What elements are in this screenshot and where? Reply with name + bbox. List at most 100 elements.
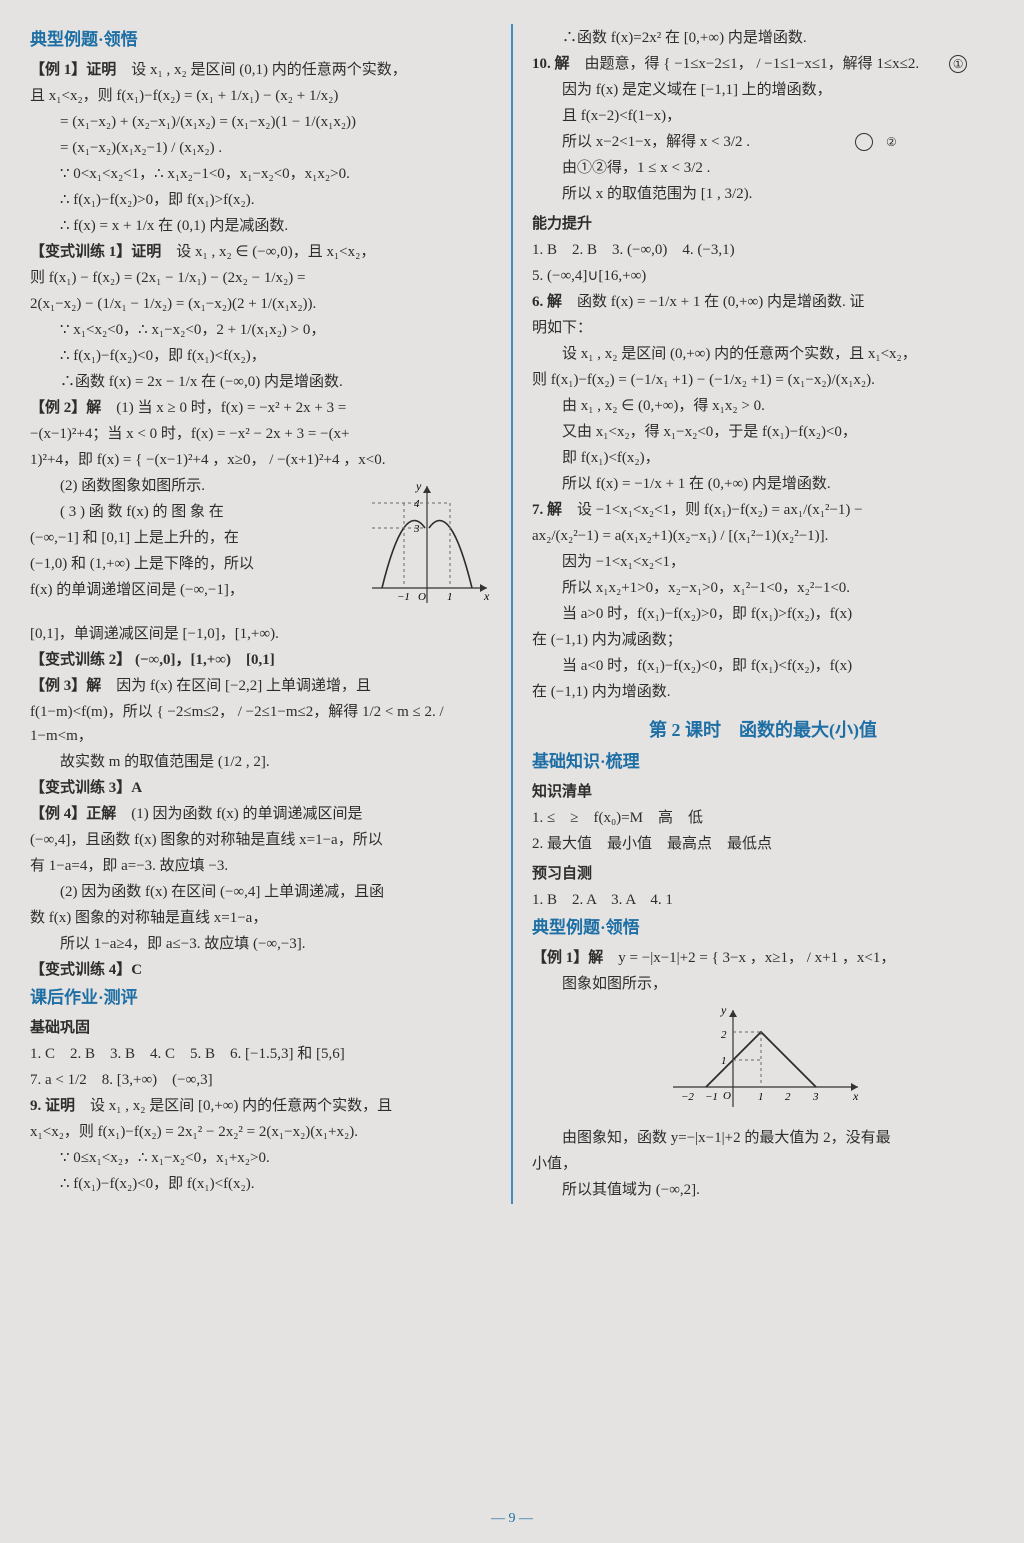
knowledge-line: 1. ≤ ≥ f(x₀)=M 高 低: [532, 806, 994, 830]
graph-absolute-value: x y O −2 −1 1 2 3 1 2: [532, 1002, 994, 1120]
svg-text:O: O: [723, 1090, 731, 1102]
example-4-text: (1) 因为函数 f(x) 的单调递减区间是: [131, 806, 362, 822]
svg-text:y: y: [720, 1003, 727, 1017]
variant-1-line: ∴ f(x₁)−f(x₂)<0，即 f(x₁)<f(x₂)，: [30, 344, 492, 368]
section-title-homework: 课后作业·测评: [30, 986, 492, 1010]
page-number: — 9 —: [0, 1511, 1024, 1527]
variant-1-label: 【变式训练 1】证明: [30, 244, 161, 260]
variant-1-line: 则 f(x₁) − f(x₂) = (2x₁ − 1/x₁) − (2x₂ − …: [30, 266, 492, 290]
knowledge-line: 2. 最大值 最小值 最高点 最低点: [532, 832, 994, 856]
q10-line: 且 f(x−2)<f(1−x)，: [532, 104, 994, 128]
q7-line: 在 (−1,1) 内为增函数.: [532, 680, 994, 704]
svg-text:4: 4: [414, 498, 420, 510]
example-2-text: (1) 当 x ≥ 0 时，f(x) = −x² + 2x + 3 =: [116, 400, 346, 416]
two-column-layout: 典型例题·领悟 【例 1】证明 设 x₁ , x₂ 是区间 (0,1) 内的任意…: [30, 24, 994, 1204]
subhead-preview: 预习自测: [532, 862, 994, 886]
q10-label: 10. 解: [532, 56, 570, 72]
example-3-label: 【例 3】解: [30, 678, 101, 694]
q10-line: 所以 x 的取值范围为 [1 , 3/2).: [532, 182, 994, 206]
right-column: ∴函数 f(x)=2x² 在 [0,+∞) 内是增函数. 10. 解 由题意，得…: [512, 24, 994, 1204]
q6-line: 即 f(x₁)<f(x₂)，: [532, 446, 994, 470]
variant-2: 【变式训练 2】 (−∞,0]，[1,+∞) [0,1]: [30, 648, 492, 672]
q7-label: 7. 解: [532, 502, 562, 518]
q9-line: ∵ 0≤x₁<x₂，∴ x₁−x₂<0，x₁+x₂>0.: [30, 1146, 492, 1170]
q10-line: 因为 f(x) 是定义域在 [−1,1] 上的增函数，: [532, 78, 994, 102]
example-2: 【例 2】解 (1) 当 x ≥ 0 时，f(x) = −x² + 2x + 3…: [30, 396, 492, 420]
variant-1: 【变式训练 1】证明 设 x₁ , x₂ ∈ (−∞,0)，且 x₁<x₂，: [30, 240, 492, 264]
q7-line: ax₂/(x₂²−1) = a(x₁x₂+1)(x₂−x₁) / [(x₁²−1…: [532, 524, 994, 548]
example-1-label: 【例 1】证明: [30, 62, 116, 78]
q7-line: 在 (−1,1) 内为减函数；: [532, 628, 994, 652]
example-4-line: (2) 因为函数 f(x) 在区间 (−∞,4] 上单调递减，且函: [30, 880, 492, 904]
question-9: 9. 证明 设 x₁ , x₂ 是区间 [0,+∞) 内的任意两个实数，且: [30, 1094, 492, 1118]
q7-text: 设 −1<x₁<x₂<1，则 f(x₁)−f(x₂) = ax₁/(x₁²−1)…: [577, 502, 863, 518]
ability-answers-2: 5. (−∞,4]∪[16,+∞): [532, 264, 994, 288]
example-1-text: 设 x₁ , x₂ 是区间 (0,1) 内的任意两个实数，: [131, 62, 406, 78]
example-1-line: = (x₁−x₂) + (x₂−x₁)/(x₁x₂) = (x₁−x₂)(1 −…: [30, 110, 492, 134]
svg-text:−2: −2: [681, 1091, 694, 1103]
section-title-basics: 基础知识·梳理: [532, 750, 994, 774]
q7-line: 当 a<0 时，f(x₁)−f(x₂)<0，即 f(x₁)<f(x₂)，f(x): [532, 654, 994, 678]
subhead-basics: 基础巩固: [30, 1016, 492, 1040]
r-example-1-label: 【例 1】解: [532, 950, 603, 966]
page: 典型例题·领悟 【例 1】证明 设 x₁ , x₂ 是区间 (0,1) 内的任意…: [0, 0, 1024, 1543]
variant-4: 【变式训练 4】C: [30, 958, 492, 982]
section-title-examples-2: 典型例题·领悟: [532, 916, 994, 940]
example-3-line: 故实数 m 的取值范围是 (1/2 , 2].: [30, 750, 492, 774]
variant-1-text: 设 x₁ , x₂ ∈ (−∞,0)，且 x₁<x₂，: [176, 244, 375, 260]
variant-1-line: ∴函数 f(x) = 2x − 1/x 在 (−∞,0) 内是增函数.: [30, 370, 492, 394]
example-1-line: ∴ f(x₁)−f(x₂)>0，即 f(x₁)>f(x₂).: [30, 188, 492, 212]
example-4-line: 数 f(x) 图象的对称轴是直线 x=1−a，: [30, 906, 492, 930]
question-7: 7. 解 设 −1<x₁<x₂<1，则 f(x₁)−f(x₂) = ax₁/(x…: [532, 498, 994, 522]
basics-answers-2: 7. a < 1/2 8. [3,+∞) (−∞,3]: [30, 1068, 492, 1092]
svg-text:−1: −1: [705, 1091, 718, 1103]
example-4-line: (−∞,4]，且函数 f(x) 图象的对称轴是直线 x=1−a，所以: [30, 828, 492, 852]
preview-answers: 1. B 2. A 3. A 4. 1: [532, 888, 994, 912]
example-2-line: −(x−1)²+4；当 x < 0 时，f(x) = −x² − 2x + 3 …: [30, 422, 492, 446]
q7-line: 当 a>0 时，f(x₁)−f(x₂)>0，即 f(x₁)>f(x₂)，f(x): [532, 602, 994, 626]
question-10: 10. 解 由题意，得 { −1≤x−2≤1， / −1≤1−x≤1，解得 1≤…: [532, 52, 994, 76]
svg-text:−1: −1: [397, 591, 410, 603]
q10-text: 由题意，得 { −1≤x−2≤1， / −1≤1−x≤1，解得 1≤x≤2.: [585, 56, 920, 72]
example-4-label: 【例 4】正解: [30, 806, 116, 822]
example-4-line: 所以 1−a≥4，即 a≤−3. 故应填 (−∞,−3].: [30, 932, 492, 956]
svg-text:O: O: [418, 591, 426, 603]
subhead-knowledge: 知识清单: [532, 780, 994, 804]
lesson-title: 第 2 课时 函数的最大(小)值: [532, 718, 994, 742]
svg-text:2: 2: [721, 1029, 727, 1041]
svg-text:x: x: [483, 589, 490, 603]
r-example-1-text: y = −|x−1|+2 = { 3−x ，x≥1， / x+1 ，x<1，: [618, 950, 895, 966]
example-4: 【例 4】正解 (1) 因为函数 f(x) 的单调递减区间是: [30, 802, 492, 826]
r-example-1-line: 由图象知，函数 y=−|x−1|+2 的最大值为 2，没有最: [532, 1126, 994, 1150]
example-1-line: ∵ 0<x₁<x₂<1，∴ x₁x₂−1<0，x₁−x₂<0，x₁x₂>0.: [30, 162, 492, 186]
svg-text:3: 3: [812, 1091, 819, 1103]
q6-line: 设 x₁ , x₂ 是区间 (0,+∞) 内的任意两个实数，且 x₁<x₂，: [532, 342, 994, 366]
r-example-1-line: 所以其值域为 (−∞,2].: [532, 1178, 994, 1202]
q6-line: 所以 f(x) = −1/x + 1 在 (0,+∞) 内是增函数.: [532, 472, 994, 496]
question-6: 6. 解 函数 f(x) = −1/x + 1 在 (0,+∞) 内是增函数. …: [532, 290, 994, 314]
example-4-line: 有 1−a=4，即 a=−3. 故应填 −3.: [30, 854, 492, 878]
svg-text:1: 1: [758, 1091, 764, 1103]
svg-text:x: x: [852, 1089, 859, 1103]
r-line: ∴函数 f(x)=2x² 在 [0,+∞) 内是增函数.: [532, 26, 994, 50]
svg-text:y: y: [415, 479, 422, 493]
example-1-line: 且 x₁<x₂，则 f(x₁)−f(x₂) = (x₁ + 1/x₁) − (x…: [30, 84, 492, 108]
left-column: 典型例题·领悟 【例 1】证明 设 x₁ , x₂ 是区间 (0,1) 内的任意…: [30, 24, 512, 1204]
q6-text: 函数 f(x) = −1/x + 1 在 (0,+∞) 内是增函数. 证: [577, 294, 864, 310]
q6-line: 则 f(x₁)−f(x₂) = (−1/x₁ +1) − (−1/x₂ +1) …: [532, 368, 994, 392]
r-example-1-line: 小值，: [532, 1152, 994, 1176]
q9-label: 9. 证明: [30, 1098, 75, 1114]
subhead-ability: 能力提升: [532, 212, 994, 236]
example-3-line: f(1−m)<f(m)，所以 { −2≤m≤2， / −2≤1−m≤2，解得 1…: [30, 700, 492, 748]
example-3: 【例 3】解 因为 f(x) 在区间 [−2,2] 上单调递增，且: [30, 674, 492, 698]
variant-3: 【变式训练 3】A: [30, 776, 492, 800]
variant-1-line: 2(x₁−x₂) − (1/x₁ − 1/x₂) = (x₁−x₂)(2 + 1…: [30, 292, 492, 316]
q7-line: 所以 x₁x₂+1>0，x₂−x₁>0，x₁²−1<0，x₂²−1<0.: [532, 576, 994, 600]
r-example-1-line: 图象如图所示，: [532, 972, 994, 996]
q9-line: x₁<x₂，则 f(x₁)−f(x₂) = 2x₁² − 2x₂² = 2(x₁…: [30, 1120, 492, 1144]
q6-label: 6. 解: [532, 294, 562, 310]
basics-answers-1: 1. C 2. B 3. B 4. C 5. B 6. [−1.5,3] 和 […: [30, 1042, 492, 1066]
q6-line: 又由 x₁<x₂，得 x₁−x₂<0，于是 f(x₁)−f(x₂)<0，: [532, 420, 994, 444]
q9-text: 设 x₁ , x₂ 是区间 [0,+∞) 内的任意两个实数，且: [90, 1098, 392, 1114]
variant-1-line: ∵ x₁<x₂<0，∴ x₁−x₂<0，2 + 1/(x₁x₂) > 0，: [30, 318, 492, 342]
